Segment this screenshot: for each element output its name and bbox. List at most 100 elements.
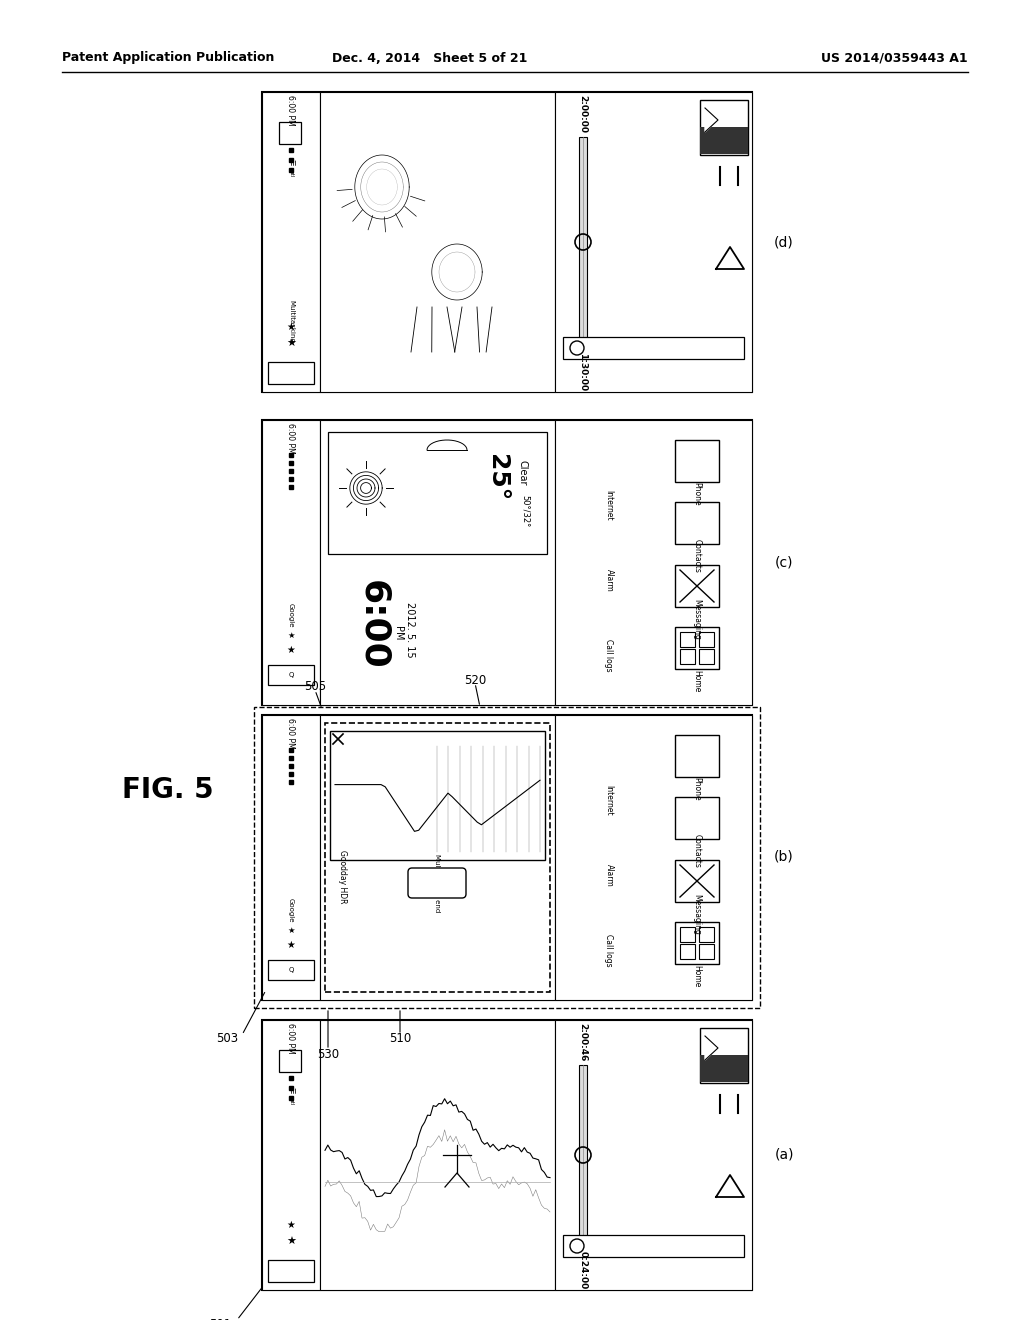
Bar [319,92,555,392]
Text: ★: ★ [287,322,295,333]
Text: atl: atl [289,170,294,178]
Text: 6:00 PM: 6:00 PM [287,1023,296,1053]
Text: 2:00:46: 2:00:46 [579,1023,588,1061]
Polygon shape [720,168,735,185]
FancyBboxPatch shape [265,1117,317,1199]
Text: US 2014/0359443 A1: US 2014/0359443 A1 [821,51,968,65]
Bar [579,1065,587,1245]
Text: 6:00 PM: 6:00 PM [287,718,296,748]
Bar [319,1020,555,1290]
Text: Q: Q [289,968,294,973]
Text: ★: ★ [287,940,295,950]
Text: ★: ★ [286,1237,296,1247]
Polygon shape [720,1130,740,1142]
Bar [555,92,752,392]
Text: Alarm: Alarm [604,569,613,591]
Bar [700,100,748,154]
Text: Call logs: Call logs [604,639,613,672]
Text: 530: 530 [317,1048,339,1061]
Bar [262,420,319,705]
Text: Multitasking end: Multitasking end [434,854,440,912]
Text: 2012. 5. 15: 2012. 5. 15 [406,602,415,657]
Text: 2:00:00: 2:00:00 [579,95,588,133]
Bar [680,944,695,960]
Bar [555,1020,752,1290]
Polygon shape [705,108,718,132]
Bar [699,944,714,960]
Bar [700,1028,748,1082]
Bar [675,627,719,669]
Bar [563,337,744,359]
Text: Internet: Internet [604,490,613,520]
Bar [328,432,547,554]
Text: (a): (a) [774,1148,794,1162]
Bar [268,1261,314,1282]
Text: 503: 503 [216,1031,238,1044]
Bar [262,92,752,392]
Polygon shape [738,1096,752,1113]
Bar [675,921,719,964]
Text: (c): (c) [775,554,794,569]
Text: Multitasking: Multitasking [288,300,294,343]
Text: 510: 510 [389,1031,411,1044]
Text: ☰: ☰ [288,158,294,165]
Text: 1:30:00: 1:30:00 [579,352,588,391]
Polygon shape [720,216,740,228]
Bar [262,92,319,392]
Bar [279,121,301,144]
Text: Google: Google [288,603,294,627]
Text: Home: Home [692,965,701,987]
Text: ★: ★ [286,339,296,348]
Polygon shape [720,1144,740,1156]
Text: 520: 520 [464,673,486,686]
Bar [699,927,714,942]
Polygon shape [720,1229,740,1241]
Text: ★: ★ [288,925,295,935]
Bar [699,649,714,664]
Polygon shape [720,1214,740,1228]
Text: 6:00 PM: 6:00 PM [287,422,296,453]
Polygon shape [738,168,752,185]
Bar [555,420,752,705]
Text: Dec. 4, 2014   Sheet 5 of 21: Dec. 4, 2014 Sheet 5 of 21 [333,51,527,65]
Bar [268,960,314,979]
Bar [262,1020,752,1290]
Bar [563,1236,744,1257]
Text: Google: Google [288,898,294,923]
Text: ★: ★ [288,631,295,639]
Bar [268,362,314,384]
FancyBboxPatch shape [265,189,317,271]
Text: Patent Application Publication: Patent Application Publication [62,51,274,65]
Text: 6:00: 6:00 [356,579,390,669]
Bar [262,420,752,705]
Text: Home: Home [692,669,701,692]
Text: Phone: Phone [692,777,701,801]
Text: ★: ★ [287,1220,295,1230]
Text: 0:24:00: 0:24:00 [579,1251,588,1290]
Bar [262,715,752,1001]
Bar [675,440,719,482]
Bar [279,1049,301,1072]
Polygon shape [720,1096,735,1113]
Text: Clear: Clear [517,461,527,486]
Text: FIG. 5: FIG. 5 [122,776,214,804]
Text: Internet: Internet [604,784,613,816]
Text: Call logs: Call logs [604,933,613,966]
Text: Contacts: Contacts [692,834,701,869]
Bar [700,127,748,154]
Bar [579,137,587,347]
Bar [254,708,760,1008]
Bar [675,861,719,902]
Bar [699,632,714,647]
Text: (b): (b) [774,850,794,865]
Text: 50°/32°: 50°/32° [520,495,529,527]
Bar [675,735,719,777]
Text: atl: atl [289,1098,294,1106]
Text: Messaging: Messaging [692,894,701,935]
Bar [675,797,719,840]
Bar [675,565,719,607]
Text: ☰: ☰ [288,1086,294,1093]
Polygon shape [720,202,740,214]
Bar [675,502,719,544]
Bar [319,715,555,1001]
